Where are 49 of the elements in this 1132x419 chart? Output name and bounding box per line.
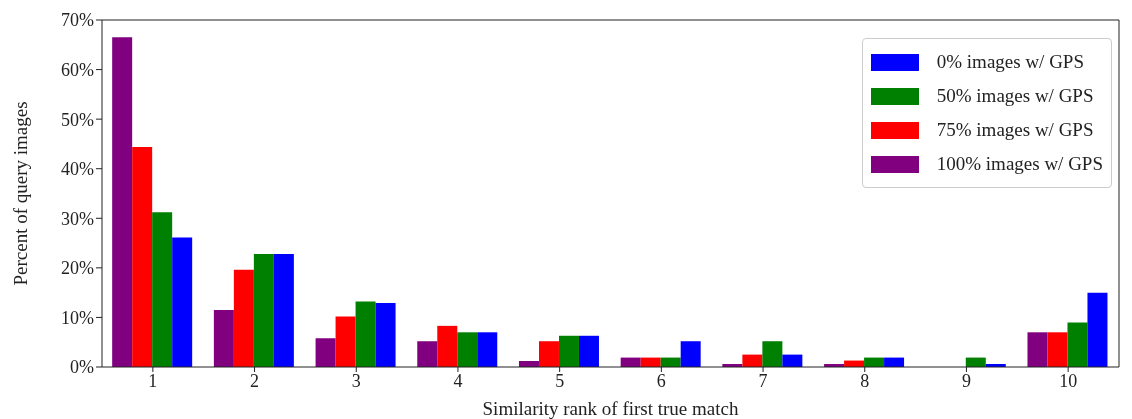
legend-label: 50% images w/ GPS [936, 85, 1094, 107]
x-tick-label: 6 [656, 370, 666, 391]
bar [335, 316, 356, 367]
bar [578, 335, 599, 367]
bar [375, 303, 396, 367]
bar [1087, 292, 1108, 367]
bar [273, 253, 294, 367]
y-tick-label: 40% [61, 159, 94, 180]
y-tick-label: 70% [61, 10, 94, 31]
bar [112, 37, 133, 367]
bar [437, 325, 458, 367]
legend-label: 0% images w/ GPS [936, 51, 1084, 73]
bar [213, 309, 234, 367]
x-tick-label: 7 [758, 370, 768, 391]
x-tick-label: 1 [148, 370, 158, 391]
y-axis-title: Percent of query images [9, 101, 31, 286]
bar [253, 253, 274, 367]
bar [355, 301, 376, 367]
x-tick-label: 4 [453, 370, 463, 391]
bar [132, 146, 153, 367]
y-tick-label: 10% [61, 307, 94, 328]
x-tick-label: 8 [860, 370, 870, 391]
y-tick-label: 50% [61, 109, 94, 130]
x-tick-label: 5 [555, 370, 565, 391]
legend-label: 100% images w/ GPS [936, 153, 1103, 175]
bar [762, 341, 783, 367]
bar [315, 338, 336, 367]
bar [538, 341, 559, 367]
bar [1047, 332, 1068, 367]
x-tick-label: 3 [351, 370, 361, 391]
y-tick-label: 0% [70, 357, 94, 378]
x-tick-label: 2 [250, 370, 260, 391]
bar [1067, 322, 1088, 367]
y-tick-label: 30% [61, 208, 94, 229]
bar [152, 212, 173, 367]
y-tick-label: 20% [61, 258, 94, 279]
y-tick-label: 60% [61, 59, 94, 80]
bar [1027, 332, 1048, 367]
x-axis-title: Similarity rank of first true match [482, 398, 739, 419]
legend-label: 75% images w/ GPS [936, 119, 1094, 141]
bar [417, 341, 438, 367]
x-tick-label: 10 [1059, 370, 1078, 391]
bar [477, 332, 498, 367]
bar [172, 237, 193, 367]
bar [457, 332, 478, 367]
bar [233, 269, 254, 367]
bar [558, 335, 579, 367]
bar [680, 341, 701, 367]
x-tick-label: 9 [961, 370, 971, 391]
